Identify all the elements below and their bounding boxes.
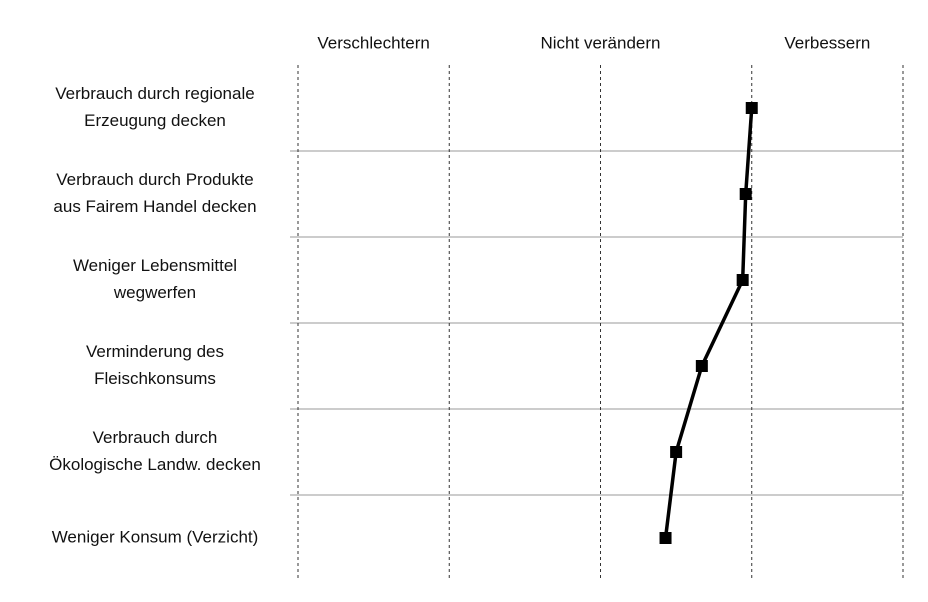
category-label: Verbrauch durch Produkte: [56, 170, 254, 189]
x-tick-label: Verschlechtern: [317, 33, 429, 52]
category-label: Verminderung des: [86, 342, 224, 361]
category-label: Weniger Konsum (Verzicht): [52, 527, 259, 546]
category-label: Fleischkonsums: [94, 369, 216, 388]
data-marker: [739, 188, 752, 200]
data-line: [663, 107, 754, 539]
data-marker: [745, 102, 758, 114]
category-label: Verbrauch durch regionale: [55, 84, 254, 103]
data-marker: [659, 532, 672, 544]
category-label: aus Fairem Handel decken: [53, 197, 256, 216]
x-tick-label: Verbessern: [784, 33, 870, 52]
x-tick-label: Nicht verändern: [540, 33, 660, 52]
data-marker: [736, 274, 749, 286]
category-label: Ökologische Landw. decken: [49, 455, 261, 474]
category-label: wegwerfen: [113, 283, 196, 302]
category-label: Verbrauch durch: [93, 428, 218, 447]
data-marker: [695, 360, 708, 372]
data-marker: [670, 446, 683, 458]
category-label: Weniger Lebensmittel: [73, 256, 237, 275]
category-label: Erzeugung decken: [84, 111, 226, 130]
